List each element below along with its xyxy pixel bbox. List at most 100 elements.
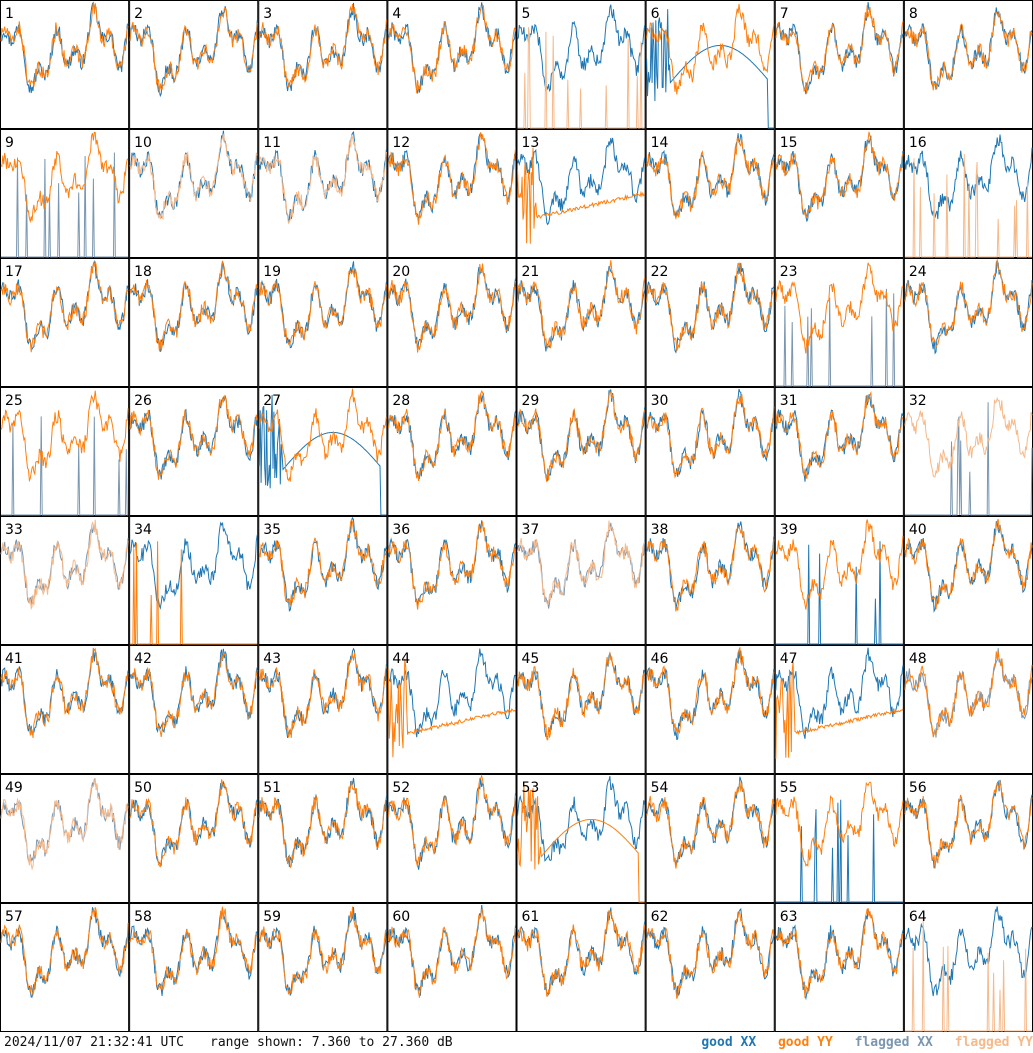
trace-yy [904,781,1033,869]
trace-yy [130,541,258,645]
trace-yy [0,390,129,483]
trace-yy [775,661,904,759]
trace-yy [904,258,1033,349]
trace-xx [904,402,1033,516]
panel-frame [129,387,259,516]
panel-frame [258,129,388,258]
panel-label: 34 [134,522,152,538]
panel-label: 27 [263,393,281,409]
legend-good-yy: good YY [777,1035,833,1050]
panel-label: 9 [5,135,14,151]
panel-18: 18 [129,258,259,387]
panel-58: 58 [129,903,259,1032]
trace-yy [646,137,775,221]
panel-label: 26 [134,393,152,409]
panel-49: 49 [0,774,130,903]
trace-yy [258,3,387,88]
footer-bar: 2024/11/07 21:32:41 UTC range shown: 7.3… [0,1033,1033,1053]
trace-yy [129,906,258,992]
trace-yy [129,394,258,480]
trace-yy [258,134,387,225]
panel-label: 54 [651,780,669,796]
panel-frame [0,774,130,903]
panel-31: 31 [774,387,904,516]
trace-yy [517,782,645,903]
trace-yy [775,390,904,479]
panel-34: 34 [129,516,259,645]
trace-yy [129,779,258,868]
panel-frame [0,516,130,645]
trace-xx [129,521,258,610]
panel-20: 20 [387,258,517,387]
panel-label: 62 [651,909,669,925]
trace-xx [646,9,774,129]
trace-xx [1,416,129,516]
panel-label: 42 [134,651,152,667]
trace-yy [775,131,904,219]
panel-22: 22 [645,258,775,387]
panel-62: 62 [645,903,775,1032]
panel-41: 41 [0,645,130,774]
panel-label: 60 [392,909,410,925]
panel-label: 57 [5,909,23,925]
panel-2: 2 [129,0,259,129]
panel-label: 32 [909,393,927,409]
panel-frame [774,258,904,387]
panel-label: 51 [263,780,281,796]
panel-label: 31 [780,393,798,409]
panel-frame [129,645,259,774]
panel-frame [774,903,904,1032]
panel-frame [387,903,517,1032]
panel-frame [774,0,904,129]
panel-38: 38 [645,516,775,645]
trace-yy [775,5,904,94]
panel-label: 10 [134,135,152,151]
panel-frame [645,258,775,387]
panel-label: 17 [5,264,23,280]
panel-40: 40 [903,516,1033,645]
panel-28: 28 [387,387,517,516]
panel-label: 64 [909,909,927,925]
trace-yy [258,652,387,738]
panel-3: 3 [258,0,388,129]
panel-51: 51 [258,774,388,903]
trace-yy [646,262,775,351]
panel-label: 50 [134,780,152,796]
trace-yy [0,131,129,224]
panel-frame [774,645,904,774]
panel-frame [387,258,517,387]
panel-23: 23 [774,258,904,387]
trace-yy [129,133,258,221]
panel-label: 16 [909,135,927,151]
range-text: range shown: 7.360 to 27.360 dB [210,1035,453,1050]
panel-43: 43 [258,645,388,774]
panel-frame [0,387,130,516]
trace-yy [129,651,258,737]
panel-label: 58 [134,909,152,925]
trace-yy [904,153,1032,258]
panel-10: 10 [129,129,259,258]
trace-yy [775,262,904,354]
panel-29: 29 [516,387,646,516]
panel-label: 19 [263,264,281,280]
panel-24: 24 [903,258,1033,387]
panel-label: 8 [909,6,918,22]
panel-label: 41 [5,651,23,667]
panel-36: 36 [387,516,517,645]
panel-44: 44 [387,645,517,774]
panel-frame [387,0,517,129]
trace-yy [904,396,1033,478]
trace-yy [129,7,258,94]
timestamp: 2024/11/07 21:32:41 UTC [4,1035,185,1050]
panel-label: 47 [780,651,798,667]
panel-label: 30 [651,393,669,409]
panel-label: 40 [909,522,927,538]
panel-frame [387,645,517,774]
trace-xx [517,775,646,862]
panel-label: 11 [263,135,281,151]
panel-label: 23 [780,264,798,280]
trace-yy [0,261,129,353]
panel-55: 55 [774,774,904,903]
panel-30: 30 [645,387,775,516]
